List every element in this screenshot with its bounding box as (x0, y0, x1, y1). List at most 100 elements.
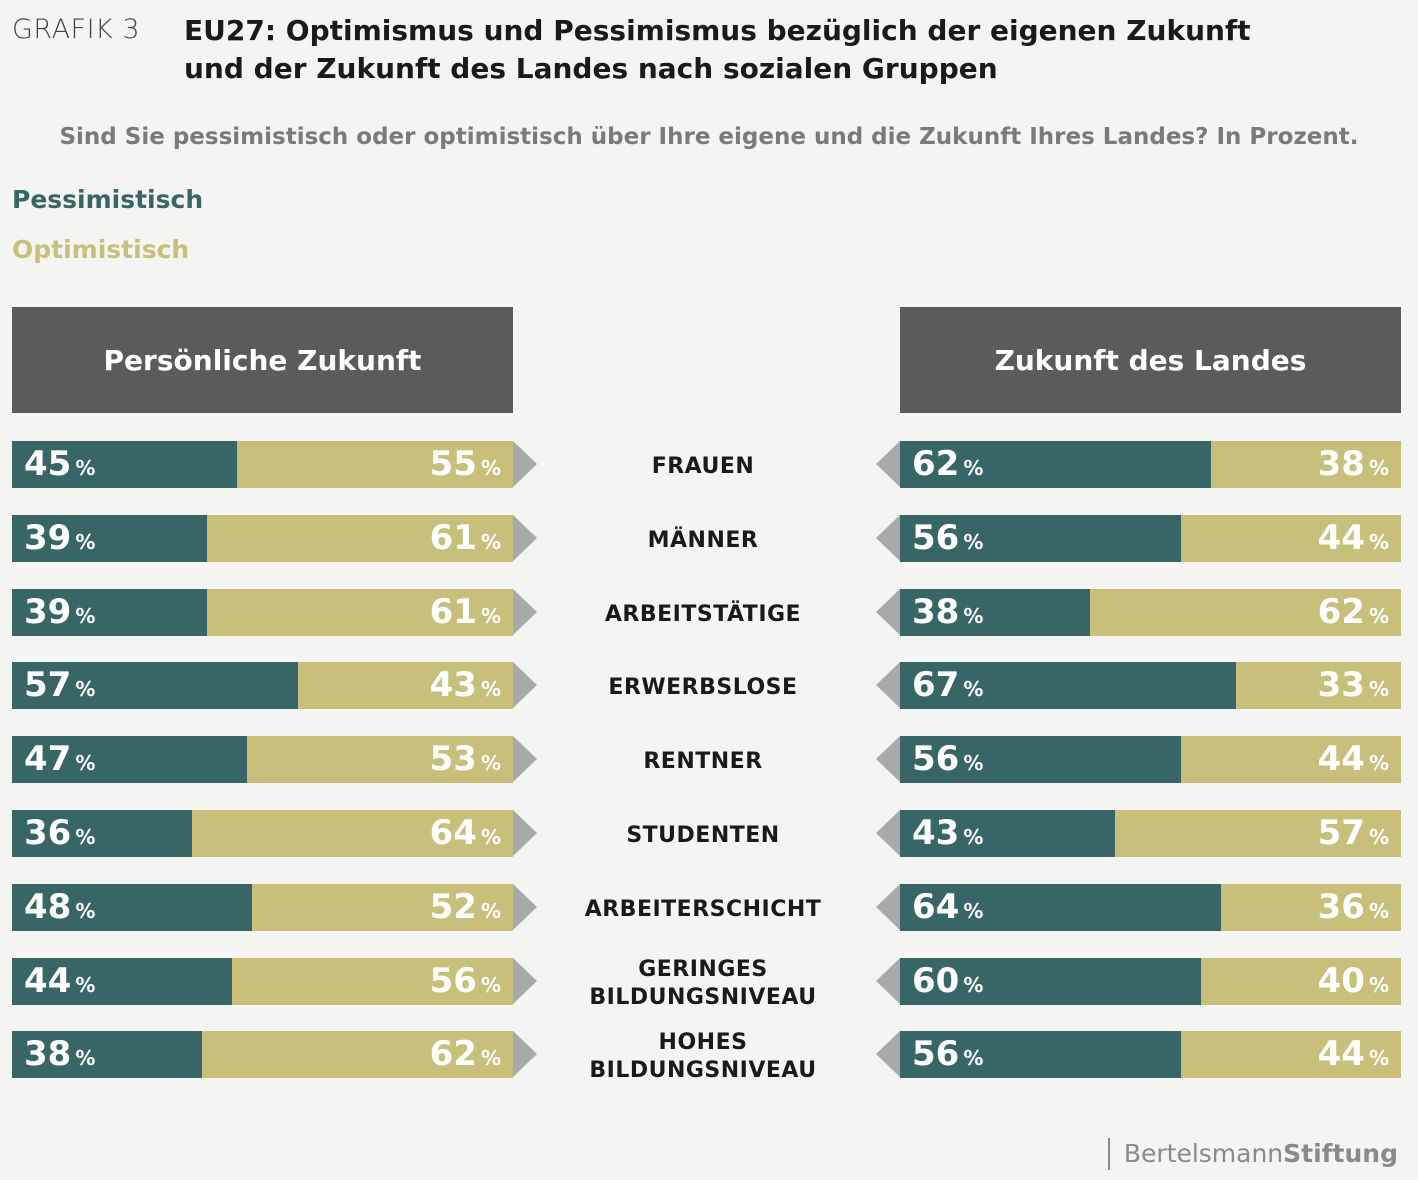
value-label-optimistic-number: 62 (1317, 592, 1365, 632)
value-label-pessimistic: 56% (912, 1031, 983, 1078)
value-label-pessimistic-number: 60 (912, 961, 960, 1001)
value-label-pessimistic: 47% (24, 736, 95, 783)
value-label-optimistic: 62% (430, 1031, 501, 1078)
bar-row-left: 36% 64% (12, 810, 513, 857)
value-label-optimistic-number: 55 (429, 444, 477, 484)
value-label-pessimistic: 36% (24, 810, 95, 857)
bar-optimistic (1181, 515, 1401, 562)
value-label-optimistic-number: 44 (1317, 739, 1365, 779)
value-label-pessimistic: 64% (912, 884, 983, 931)
value-label-optimistic: 36% (1318, 884, 1389, 931)
value-label-pessimistic-unit: % (963, 677, 984, 701)
value-label-optimistic-number: 44 (1317, 518, 1365, 558)
value-label-pessimistic: 62% (912, 441, 983, 488)
bar-row-left: 47% 53% (12, 736, 513, 783)
value-label-pessimistic: 44% (24, 958, 95, 1005)
value-label-pessimistic-number: 56 (912, 1034, 960, 1074)
value-label-optimistic-number: 56 (429, 961, 477, 1001)
value-label-optimistic: 38% (1318, 441, 1389, 488)
value-label-pessimistic: 56% (912, 736, 983, 783)
arrow-left-icon (876, 1031, 900, 1077)
category-label: MÄNNER (560, 527, 846, 555)
value-label-pessimistic-unit: % (963, 973, 984, 997)
value-label-pessimistic-number: 62 (912, 444, 960, 484)
bar-pessimistic (900, 662, 1236, 709)
arrow-right-icon (513, 958, 537, 1004)
logo-part1: Bertelsmann (1123, 1139, 1284, 1168)
value-label-optimistic-unit: % (1368, 604, 1389, 628)
bar-pessimistic (900, 958, 1201, 1005)
bar-row-right: 43% 57% (900, 810, 1401, 857)
value-label-pessimistic-unit: % (75, 677, 96, 701)
category-label: RENTNER (560, 748, 846, 776)
value-label-pessimistic-number: 56 (912, 739, 960, 779)
category-label: GERINGES BILDUNGSNIVEAU (560, 956, 846, 1012)
value-label-pessimistic: 43% (912, 810, 983, 857)
value-label-pessimistic-number: 45 (24, 444, 72, 484)
value-label-optimistic-number: 57 (1317, 813, 1365, 853)
arrow-left-icon (876, 662, 900, 708)
value-label-pessimistic-number: 43 (912, 813, 960, 853)
grafik-label: GRAFIK 3 (12, 14, 141, 45)
value-label-pessimistic-number: 38 (24, 1034, 72, 1074)
value-label-optimistic-unit: % (1368, 825, 1389, 849)
bar-row-right: 56% 44% (900, 1031, 1401, 1078)
value-label-optimistic-number: 36 (1317, 887, 1365, 927)
chart-title-line2: und der Zukunft des Landes nach sozialen… (184, 52, 998, 85)
arrow-right-icon (513, 736, 537, 782)
value-label-pessimistic-unit: % (963, 751, 984, 775)
bar-pessimistic (900, 736, 1181, 783)
bar-optimistic (1201, 958, 1401, 1005)
bar-row-left: 44% 56% (12, 958, 513, 1005)
value-label-pessimistic-unit: % (75, 751, 96, 775)
arrow-left-icon (876, 589, 900, 635)
value-label-optimistic: 55% (430, 441, 501, 488)
value-label-pessimistic: 45% (24, 441, 95, 488)
value-label-optimistic-number: 53 (429, 739, 477, 779)
value-label-pessimistic-unit: % (963, 456, 984, 480)
value-label-pessimistic-number: 56 (912, 518, 960, 558)
value-label-optimistic: 52% (430, 884, 501, 931)
value-label-pessimistic-unit: % (75, 456, 96, 480)
bar-optimistic (1090, 589, 1401, 636)
bar-row-left: 39% 61% (12, 589, 513, 636)
bar-pessimistic (900, 1031, 1181, 1078)
bar-row-right: 67% 33% (900, 662, 1401, 709)
value-label-optimistic: 53% (430, 736, 501, 783)
value-label-pessimistic-number: 67 (912, 665, 960, 705)
bar-optimistic (1221, 884, 1401, 931)
logo-part2: Stiftung (1283, 1139, 1398, 1168)
category-label-line: RENTNER (643, 748, 763, 774)
bar-optimistic (207, 589, 513, 636)
bar-pessimistic (12, 441, 237, 488)
arrow-right-icon (513, 884, 537, 930)
panel-header-country: Zukunft des Landes (900, 307, 1401, 413)
category-label-line: BILDUNGSNIVEAU (589, 984, 817, 1010)
value-label-optimistic-unit: % (1368, 751, 1389, 775)
value-label-pessimistic: 57% (24, 662, 95, 709)
value-label-pessimistic-unit: % (75, 973, 96, 997)
value-label-pessimistic-number: 39 (24, 518, 72, 558)
bar-pessimistic (12, 810, 192, 857)
bar-pessimistic (900, 589, 1090, 636)
legend-optimistic: Optimistisch (12, 235, 190, 264)
value-label-optimistic-number: 40 (1317, 961, 1365, 1001)
bar-row-left: 48% 52% (12, 884, 513, 931)
bar-optimistic (252, 884, 513, 931)
value-label-pessimistic: 48% (24, 884, 95, 931)
arrow-left-icon (876, 958, 900, 1004)
arrow-right-icon (513, 441, 537, 487)
value-label-optimistic-unit: % (480, 973, 501, 997)
bar-optimistic (207, 515, 513, 562)
bar-pessimistic (12, 736, 247, 783)
value-label-optimistic-unit: % (480, 899, 501, 923)
value-label-optimistic-unit: % (480, 456, 501, 480)
value-label-pessimistic: 38% (912, 589, 983, 636)
legend-pessimistic: Pessimistisch (12, 185, 204, 214)
bar-row-left: 38% 62% (12, 1031, 513, 1078)
value-label-pessimistic-number: 57 (24, 665, 72, 705)
value-label-optimistic-number: 64 (429, 813, 477, 853)
value-label-optimistic-number: 62 (429, 1034, 477, 1074)
bar-pessimistic (12, 884, 252, 931)
arrow-left-icon (876, 441, 900, 487)
